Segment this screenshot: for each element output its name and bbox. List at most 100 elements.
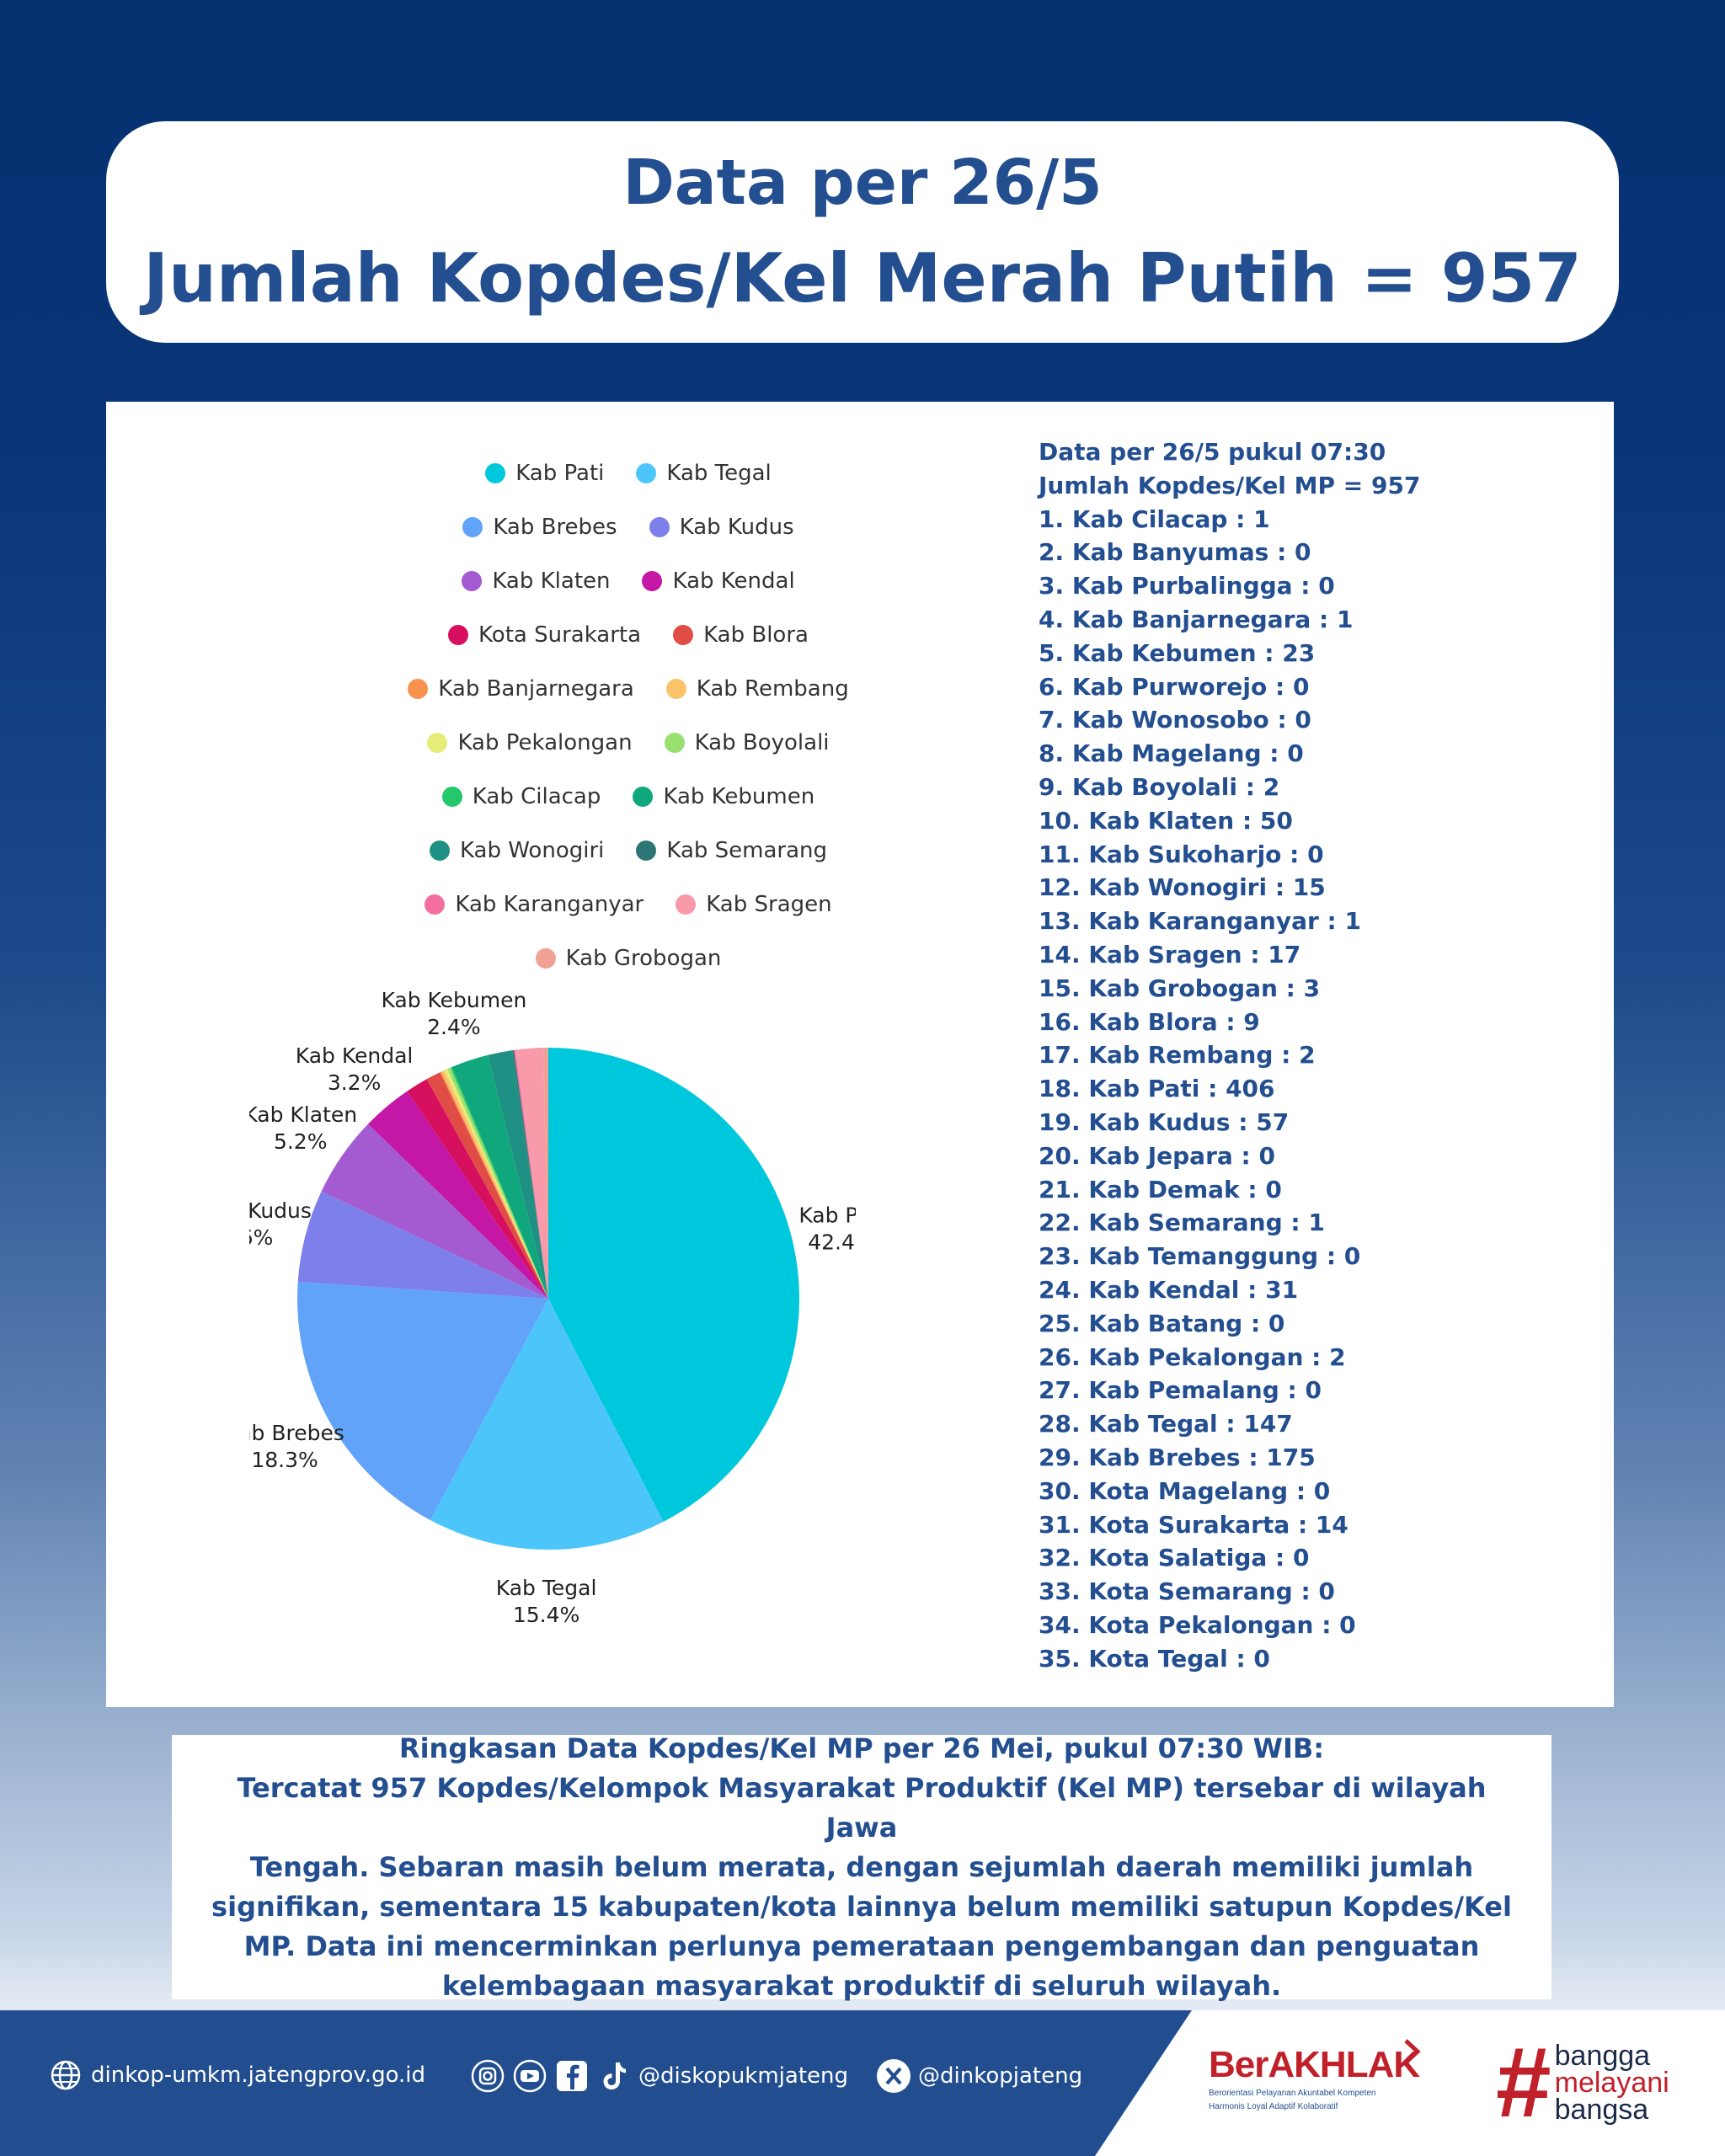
pie-slice[interactable] (514, 1049, 548, 1299)
legend-item[interactable]: Kab Brebes (462, 514, 617, 540)
legend-row: Kab Brebes Kab Kudus (462, 514, 794, 540)
slice-label-name: Kab Brebes (249, 1421, 344, 1445)
title-box: Data per 26/5 Jumlah Kopdes/Kel Merah Pu… (106, 121, 1619, 343)
legend-item[interactable]: Kab Tegal (636, 461, 772, 486)
legend-swatch (441, 786, 462, 807)
ranking-item: 10. Kab Klaten : 50 (1039, 806, 1293, 835)
legend-item[interactable]: Kota Surakarta (448, 622, 642, 648)
legend-item[interactable]: Kab Grobogan (535, 945, 722, 971)
legend-item[interactable]: Kab Karanganyar (425, 891, 644, 917)
legend-label: Kota Surakarta (478, 622, 642, 648)
ranking-item: 35. Kota Tegal : 0 (1039, 1644, 1270, 1673)
ranking-item: 24. Kab Kendal : 31 (1039, 1275, 1299, 1304)
summary-line: MP. Data ini mencerminkan perlunya pemer… (243, 1929, 1480, 1962)
legend-label: Kab Brebes (493, 514, 617, 540)
slice-label-pct: 3.2% (328, 1070, 382, 1095)
legend-item[interactable]: Kab Banjarnegara (408, 675, 634, 702)
slice-label-pct: 42.4% (808, 1230, 856, 1255)
pie-slice[interactable] (548, 1048, 799, 1522)
legend-label: Kab Karanganyar (455, 891, 644, 917)
pie-slice[interactable] (426, 1072, 548, 1299)
legend-item[interactable]: Kab Semarang (636, 838, 827, 863)
legend-row: Kota Surakarta Kab Blora (448, 622, 809, 648)
slice-label-pct: 2.4% (427, 1015, 481, 1039)
ranking-item: 18. Kab Pati : 406 (1039, 1075, 1275, 1103)
legend-swatch (642, 570, 663, 591)
pie-slice[interactable] (450, 1066, 548, 1299)
footer-x[interactable]: @dinkopjateng (876, 2058, 1082, 2094)
legend-item[interactable]: Kab Sragen (676, 891, 832, 917)
legend-item[interactable]: Kab Kendal (642, 568, 795, 594)
slice-label-name: Kab Kendal (296, 1043, 414, 1068)
tiktok-icon[interactable] (596, 2058, 632, 2094)
legend-label: Kab Banjarnegara (438, 675, 634, 702)
pie-slice[interactable] (430, 1299, 664, 1550)
footer-white-panel (1095, 2010, 1725, 2156)
pie-slice[interactable] (321, 1123, 548, 1299)
pie-slice[interactable] (444, 1069, 548, 1299)
pie-slice[interactable] (515, 1048, 548, 1299)
slice-label-name: Kab Klaten (249, 1102, 357, 1127)
legend-item[interactable]: Kab Kudus (649, 515, 794, 540)
pie-slice[interactable] (297, 1191, 548, 1299)
legend-item[interactable]: Kab Blora (673, 622, 809, 648)
legend-item[interactable]: Kab Klaten (462, 568, 610, 594)
pie-slice[interactable] (451, 1054, 548, 1299)
ranking-item: 12. Kab Wonogiri : 15 (1039, 873, 1326, 902)
legend-item[interactable]: Kab Rembang (665, 676, 849, 702)
pie-slice[interactable] (543, 1048, 548, 1299)
legend-item[interactable]: Kab Boyolali (664, 730, 830, 755)
pie-slice[interactable] (296, 1281, 548, 1521)
legend-label: Kab Sragen (706, 891, 832, 917)
x-icon[interactable] (876, 2058, 911, 2094)
legend-swatch (665, 678, 686, 699)
legend-item[interactable]: Kab Wonogiri (429, 838, 604, 863)
hashtag-mark: # (1496, 2027, 1551, 2138)
legend-swatch (462, 516, 483, 537)
footer-website[interactable]: dinkop-umkm.jatengprov.go.id (49, 2058, 425, 2092)
bangga-words: bangga melayani bangsa (1554, 2040, 1669, 2126)
legend-label: Kab Grobogan (565, 945, 722, 971)
legend-row: Kab Karanganyar Kab Sragen (425, 891, 832, 917)
slice-label-pct: 15.4% (513, 1603, 579, 1627)
pie-slice[interactable] (512, 1049, 548, 1299)
bangga-word-1: bangga (1554, 2040, 1651, 2072)
footer-x-handle: @dinkopjateng (918, 2063, 1083, 2089)
ranking-item: 14. Kab Sragen : 17 (1039, 940, 1301, 969)
ranking-item: 9. Kab Boyolali : 2 (1039, 772, 1280, 801)
legend-swatch (664, 732, 685, 753)
legend-row: Kab Banjarnegara Kab Rembang (408, 675, 849, 702)
chart-card: Kab Pati Kab Tegal Kab Brebes Kab Kudus Kab … (106, 402, 1614, 1707)
pie-slice[interactable] (440, 1071, 548, 1299)
page-title-line2: Jumlah Kopdes/Kel Merah Putih = 957 (143, 238, 1582, 318)
pie-slice[interactable] (441, 1070, 548, 1299)
slice-label-name: Kab Kudus (249, 1198, 312, 1223)
legend-swatch (633, 786, 654, 807)
bangga-word-3: bangsa (1554, 2094, 1649, 2126)
slice-label-name: Kab Pati (798, 1203, 856, 1228)
legend-swatch (427, 732, 448, 753)
legend-item[interactable]: Kab Kebumen (633, 783, 815, 809)
legend-label: Kab Kebumen (663, 783, 815, 809)
summary-line: Tercatat 957 Kopdes/Kelompok Masyarakat … (237, 1771, 1487, 1844)
legend-item[interactable]: Kab Pekalongan (427, 730, 633, 755)
pie-slice[interactable] (488, 1050, 548, 1299)
legend-label: Kab Cilacap (472, 783, 601, 809)
youtube-icon[interactable] (512, 2058, 547, 2094)
pie-slice[interactable] (407, 1079, 548, 1299)
footer-social[interactable]: @diskopukmjateng (470, 2058, 848, 2094)
ranking-item: 28. Kab Tegal : 147 (1039, 1410, 1293, 1438)
ranking-item: 2. Kab Banyumas : 0 (1039, 538, 1311, 567)
ranking-item: 3. Kab Purbalingga : 0 (1039, 572, 1335, 600)
ranking-item: 11. Kab Sukoharjo : 0 (1039, 840, 1324, 868)
legend-row: Kab Klaten Kab Kendal (462, 568, 795, 594)
instagram-icon[interactable] (470, 2058, 505, 2094)
pie-slice[interactable] (368, 1091, 548, 1299)
ranking-item: 17. Kab Rembang : 2 (1039, 1041, 1316, 1070)
legend-item[interactable]: Kab Pati (485, 461, 604, 486)
ranking-item: 7. Kab Wonosobo : 0 (1039, 706, 1311, 734)
legend-item[interactable]: Kab Cilacap (441, 783, 601, 809)
pie-slice[interactable] (447, 1067, 548, 1299)
legend-swatch (676, 894, 697, 915)
facebook-icon[interactable] (554, 2058, 590, 2094)
